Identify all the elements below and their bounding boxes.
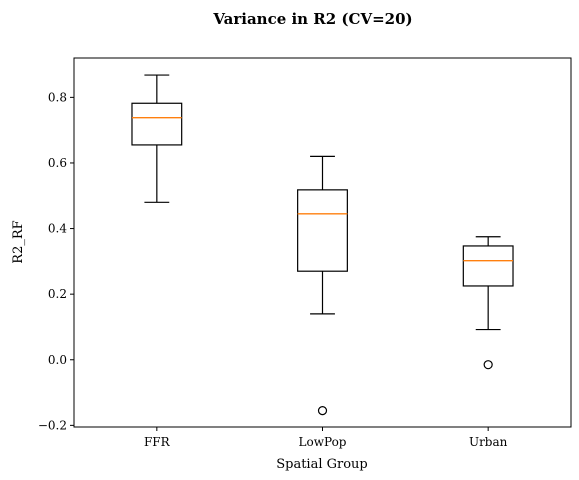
y-tick-label: 0.2 xyxy=(48,287,67,301)
box-series xyxy=(131,74,514,416)
y-axis-label: R2_RF xyxy=(11,220,26,263)
y-tick-label: −0.2 xyxy=(38,418,67,432)
box-ffr xyxy=(131,74,183,203)
chart-title: Variance in R2 (CV=20) xyxy=(212,10,412,28)
y-tick-label: 0.4 xyxy=(48,222,67,236)
x-tick-label: Urban xyxy=(469,435,508,449)
outlier-point xyxy=(317,406,328,416)
x-tick-label: LowPop xyxy=(299,435,347,449)
y-axis: −0.2 0.0 0.2 0.4 0.6 0.8 xyxy=(38,90,74,432)
iqr-box xyxy=(131,102,183,146)
y-tick-label: 0.6 xyxy=(48,156,67,170)
y-tick-label: 0.8 xyxy=(48,90,67,104)
box-urban xyxy=(462,236,514,370)
x-axis-label: Spatial Group xyxy=(276,457,368,472)
iqr-box xyxy=(462,245,514,287)
x-tick-label: FFR xyxy=(144,435,171,449)
y-tick-label: 0.0 xyxy=(48,353,67,367)
iqr-box xyxy=(297,189,348,272)
x-axis: FFR LowPop Urban xyxy=(144,427,508,449)
box-lowpop xyxy=(297,155,348,416)
outlier-point xyxy=(483,360,493,370)
